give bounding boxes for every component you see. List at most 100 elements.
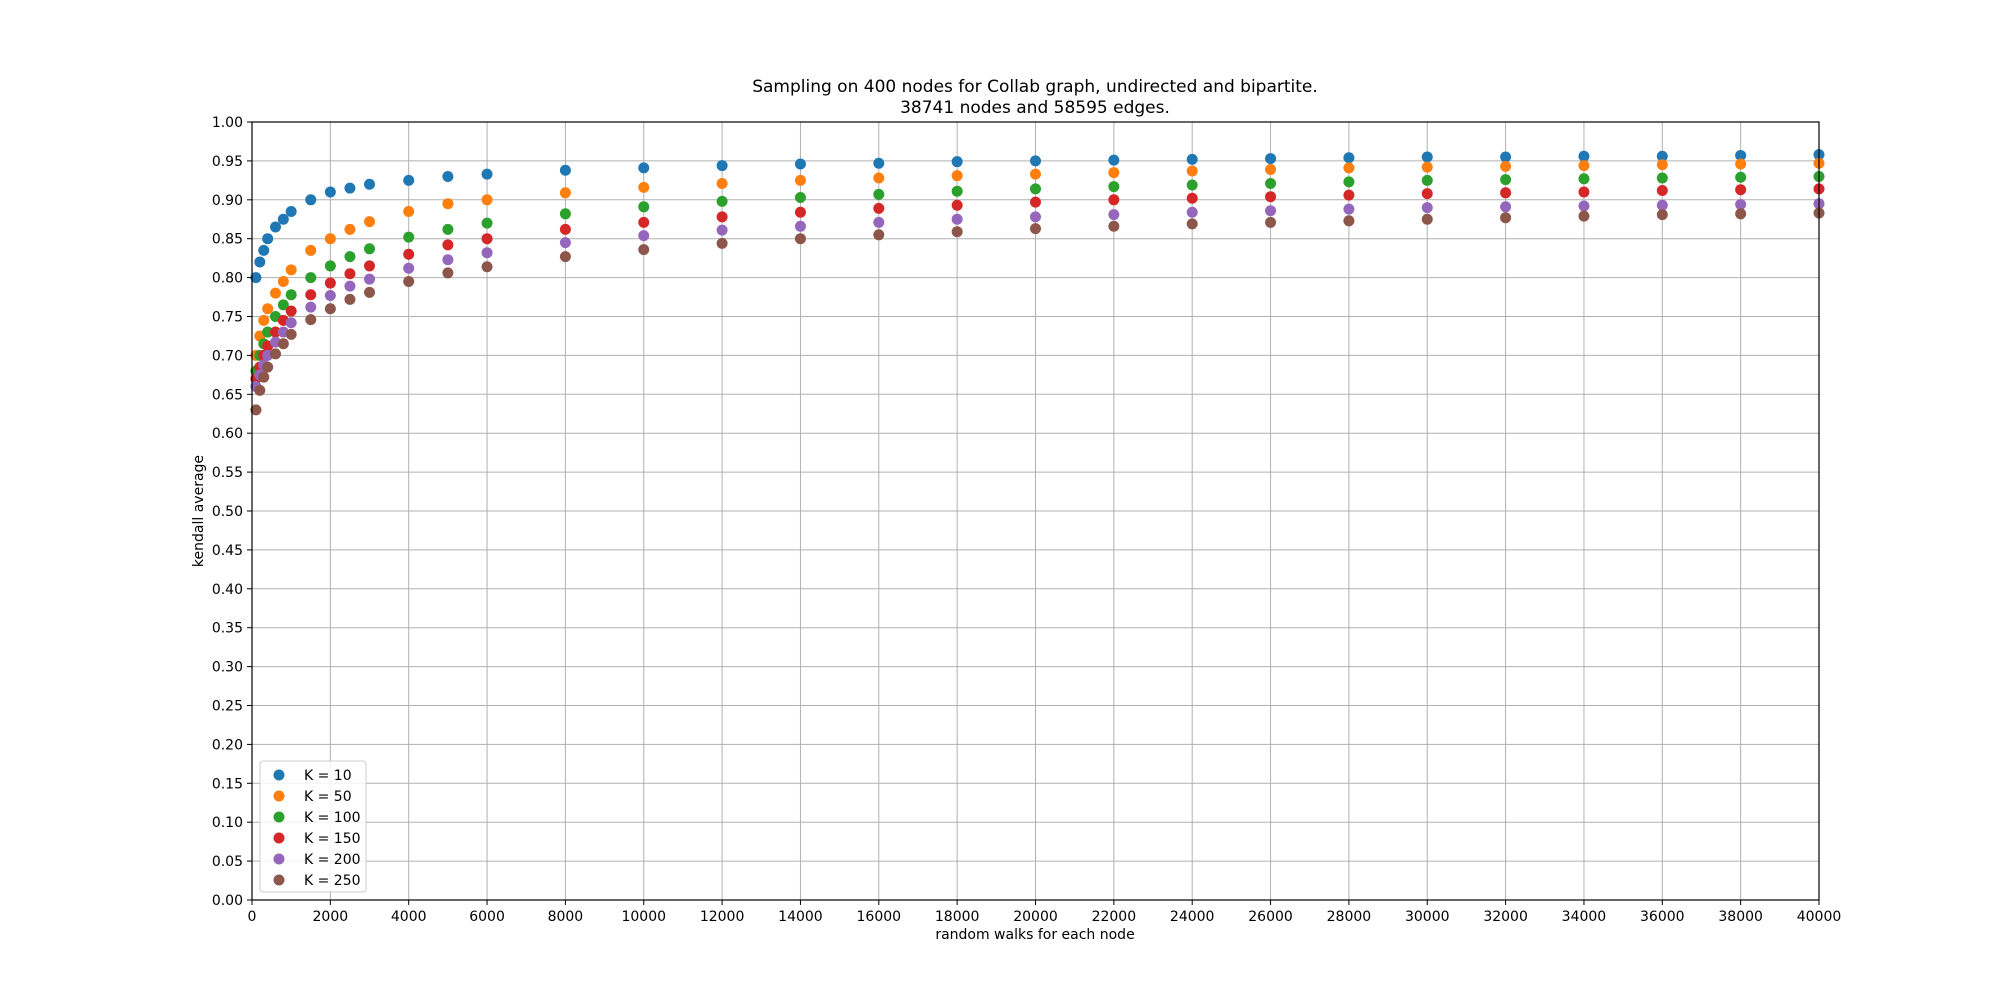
data-point [344, 280, 356, 292]
data-point [285, 305, 297, 317]
data-point [1343, 162, 1355, 174]
data-point [258, 244, 270, 256]
data-point [1500, 212, 1512, 224]
data-point [1343, 152, 1355, 164]
data-point [254, 384, 266, 396]
data-point [1343, 176, 1355, 188]
data-point [403, 248, 415, 260]
data-point [1578, 186, 1590, 198]
data-point [559, 237, 571, 249]
x-axis-label: random walks for each node [935, 927, 1134, 943]
data-point [1500, 160, 1512, 172]
y-tick-label: 0.30 [212, 660, 243, 676]
data-point [1343, 203, 1355, 215]
data-point [481, 247, 493, 259]
x-tick-label: 32000 [1483, 909, 1528, 925]
data-point [403, 205, 415, 217]
data-point [1265, 163, 1277, 175]
data-point [951, 226, 963, 238]
data-point [873, 229, 885, 241]
legend-box [259, 760, 367, 893]
data-point [262, 303, 274, 315]
data-point [638, 201, 650, 213]
data-point [403, 262, 415, 274]
data-point [250, 404, 262, 416]
data-point [638, 216, 650, 228]
y-tick-label: 0.95 [212, 154, 243, 170]
data-point [1578, 200, 1590, 212]
chart-title: Sampling on 400 nodes for Collab graph, … [752, 77, 1318, 97]
x-tick-label: 12000 [700, 909, 745, 925]
data-point [559, 208, 571, 220]
data-point [1108, 194, 1120, 206]
data-point [1421, 202, 1433, 214]
data-point [1500, 151, 1512, 163]
data-point [1656, 150, 1668, 162]
data-point [305, 244, 317, 256]
data-point [270, 287, 281, 299]
data-point [262, 326, 274, 338]
x-tick-label: 6000 [469, 909, 505, 925]
data-point [1735, 149, 1747, 161]
data-point [1656, 159, 1668, 171]
data-point [262, 361, 274, 373]
data-point [794, 191, 806, 203]
data-point [277, 275, 289, 287]
data-point [638, 230, 650, 242]
legend-marker [273, 769, 285, 781]
data-point [481, 168, 493, 180]
data-point [1500, 187, 1512, 199]
data-point [1578, 160, 1590, 172]
data-point [1343, 215, 1355, 227]
data-point [873, 216, 885, 228]
chart-subtitle: 38741 nodes and 58595 edges. [900, 98, 1170, 118]
data-point [1735, 184, 1747, 196]
legend: K = 10 K = 50 K = 100 K = 150 K = 200 K = 250 [259, 760, 367, 893]
y-tick-label: 0.15 [212, 776, 243, 792]
data-point [1186, 165, 1198, 177]
x-tick-label: 0 [248, 909, 257, 925]
data-point [262, 233, 274, 245]
y-tick-label: 0.40 [212, 582, 243, 598]
y-tick-label: 0.00 [212, 893, 243, 909]
data-point [254, 256, 266, 268]
y-tick-label: 0.90 [212, 193, 243, 209]
x-tick-label: 4000 [391, 909, 427, 925]
data-point [1656, 172, 1668, 184]
data-point [270, 348, 281, 360]
y-tick-label: 0.65 [212, 387, 243, 403]
data-point [364, 273, 376, 285]
data-point [1186, 206, 1198, 218]
data-point [324, 233, 336, 245]
data-point [1656, 209, 1668, 221]
data-point [1735, 198, 1747, 210]
legend-marker [273, 790, 285, 802]
data-point [285, 264, 297, 276]
data-point [638, 244, 650, 256]
series-3 [250, 170, 1825, 377]
data-point [716, 177, 728, 189]
data-point [403, 231, 415, 243]
data-point [951, 185, 963, 197]
x-tick-label: 30000 [1405, 909, 1450, 925]
data-point [716, 237, 728, 249]
data-point [1030, 155, 1041, 167]
data-point [258, 314, 270, 326]
data-point [1421, 151, 1433, 163]
data-point [559, 187, 571, 199]
data-point [258, 371, 270, 383]
data-point [951, 170, 963, 182]
x-tick-label: 20000 [1013, 909, 1058, 925]
data-point [873, 202, 885, 214]
data-point [442, 254, 454, 266]
x-tick-label: 8000 [548, 909, 584, 925]
y-tick-label: 0.80 [212, 271, 243, 287]
data-point [270, 221, 281, 233]
data-point [1578, 173, 1590, 185]
data-point [250, 272, 262, 284]
data-point [794, 174, 806, 186]
y-tick-label: 0.35 [212, 621, 243, 637]
data-point [716, 195, 728, 207]
data-point [364, 178, 376, 190]
